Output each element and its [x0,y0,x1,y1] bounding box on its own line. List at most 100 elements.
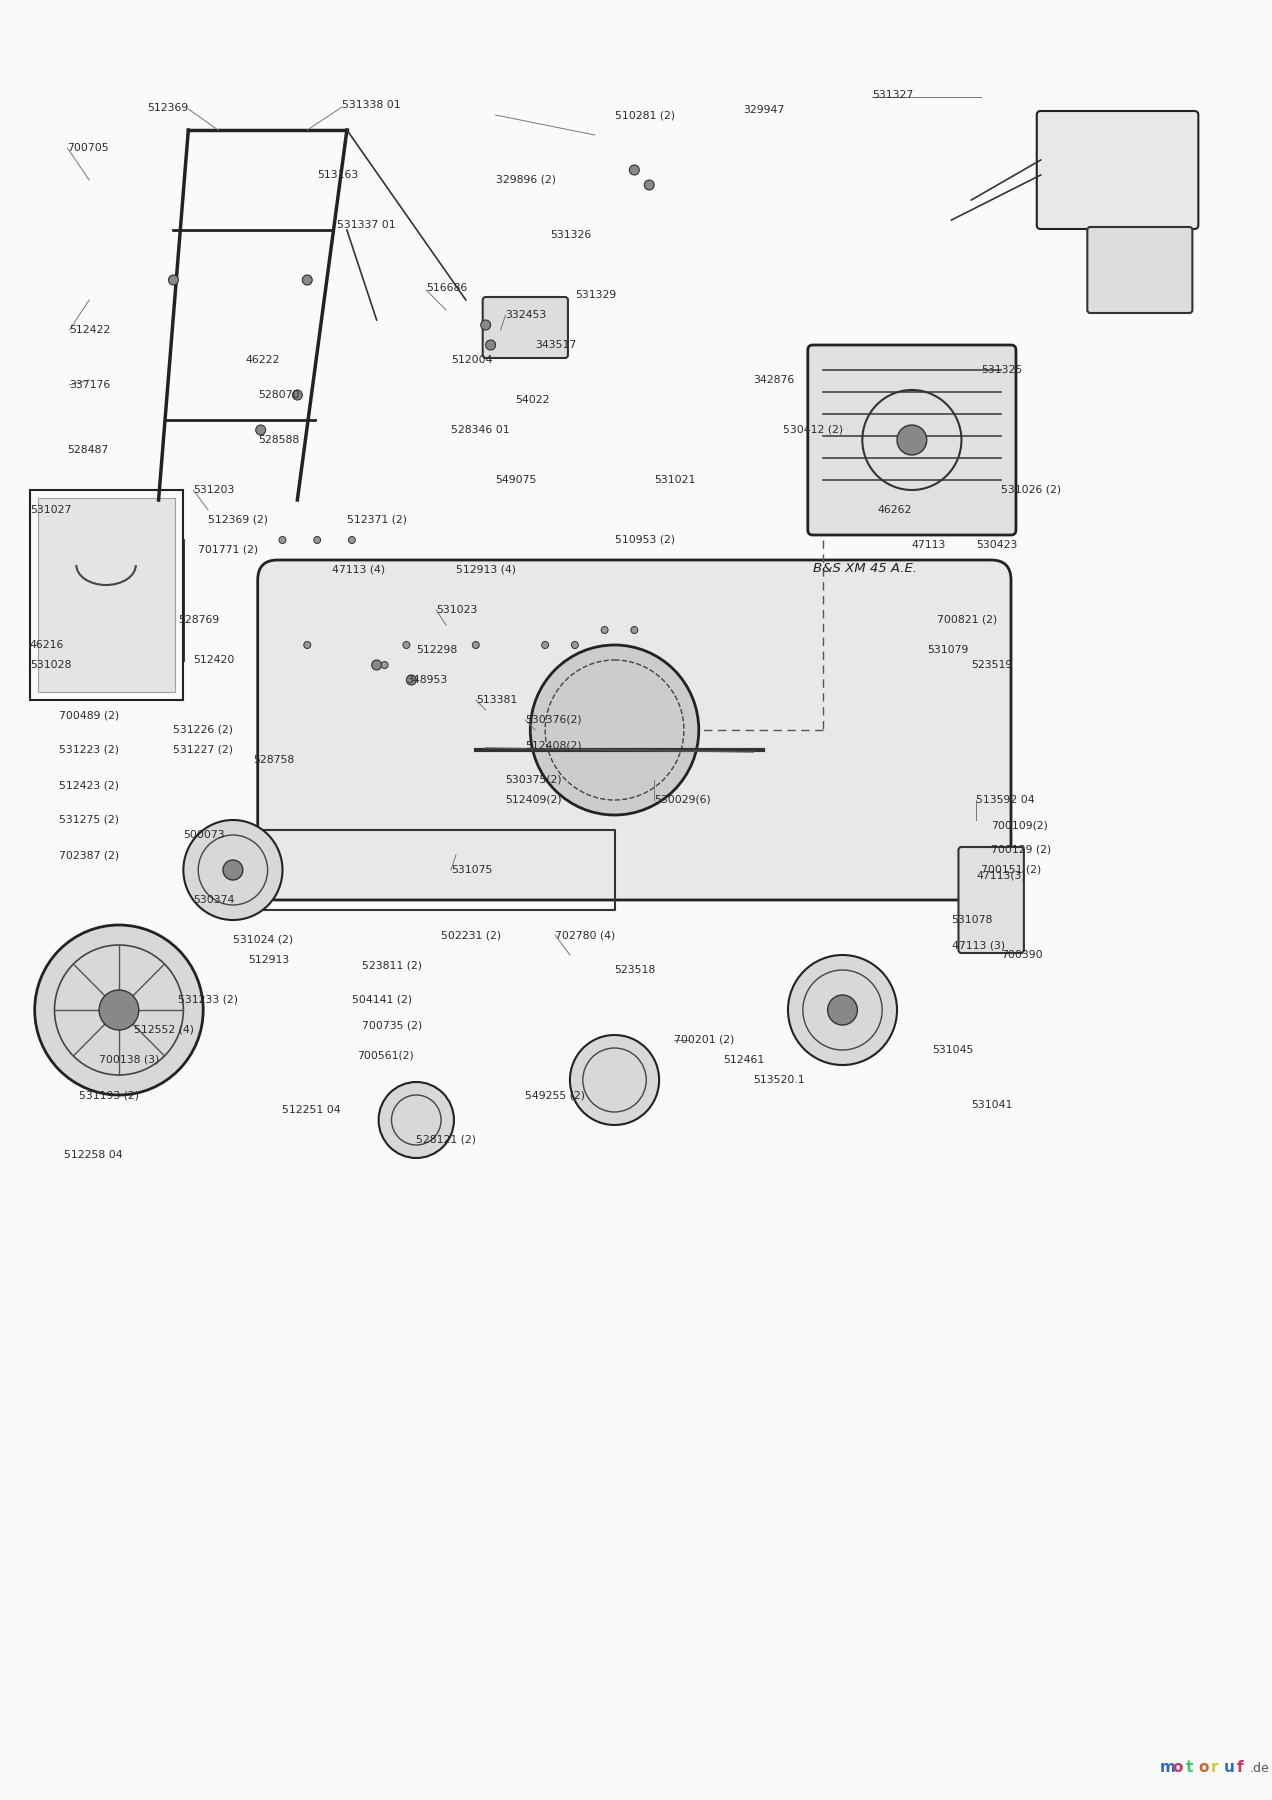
Text: 512461: 512461 [724,1055,764,1066]
Text: 531203: 531203 [193,484,234,495]
Circle shape [99,990,139,1030]
Text: 528769: 528769 [178,616,220,625]
Circle shape [542,641,548,648]
Circle shape [406,675,416,686]
Text: 46222: 46222 [245,355,280,365]
FancyBboxPatch shape [808,346,1016,535]
Text: 512552 (4): 512552 (4) [134,1024,193,1035]
Text: 513163: 513163 [317,169,359,180]
Circle shape [631,626,637,634]
Text: 700109(2): 700109(2) [991,821,1048,830]
Text: 528346 01: 528346 01 [452,425,510,436]
Text: 510953 (2): 510953 (2) [614,535,674,545]
Text: 512913: 512913 [248,956,289,965]
Text: 528070: 528070 [258,391,299,400]
Text: 700138 (3): 700138 (3) [99,1055,159,1066]
Circle shape [644,180,654,191]
Circle shape [34,925,204,1094]
Text: o: o [1198,1760,1208,1775]
Text: 531275 (2): 531275 (2) [60,815,120,824]
Text: 549075: 549075 [496,475,537,484]
Text: 531193 (2): 531193 (2) [79,1091,140,1100]
FancyBboxPatch shape [482,297,567,358]
Circle shape [602,626,608,634]
Text: 528121 (2): 528121 (2) [416,1136,476,1145]
Text: 512409(2): 512409(2) [505,796,562,805]
Text: 502231 (2): 502231 (2) [441,931,501,940]
Circle shape [314,536,321,544]
Text: 700129 (2): 700129 (2) [991,844,1052,855]
FancyBboxPatch shape [258,560,1011,900]
Text: u: u [1224,1760,1235,1775]
Text: 531023: 531023 [436,605,477,616]
Text: 512408(2): 512408(2) [525,740,583,751]
Text: 530029(6): 530029(6) [654,796,711,805]
Text: 47113(3): 47113(3) [977,869,1027,880]
Text: t: t [1186,1760,1193,1775]
Circle shape [630,166,640,175]
Circle shape [379,1082,454,1157]
Circle shape [530,644,698,815]
Text: 531041: 531041 [972,1100,1013,1111]
Text: 512422: 512422 [70,326,111,335]
Text: 512420: 512420 [193,655,234,664]
Text: 513381: 513381 [476,695,516,706]
Circle shape [897,425,927,455]
Text: 531045: 531045 [931,1046,973,1055]
Circle shape [183,821,282,920]
Text: 512258 04: 512258 04 [65,1150,123,1159]
Text: 531021: 531021 [654,475,696,484]
Circle shape [223,860,243,880]
Text: 531079: 531079 [927,644,968,655]
Circle shape [472,641,480,648]
Text: 700705: 700705 [67,142,109,153]
Circle shape [570,1035,659,1125]
Circle shape [486,340,496,349]
Circle shape [293,391,303,400]
Text: 531329: 531329 [575,290,616,301]
Circle shape [304,641,310,648]
Text: 512251 04: 512251 04 [282,1105,341,1114]
Text: 528758: 528758 [253,754,294,765]
Polygon shape [1040,121,1189,200]
Text: 47113 (4): 47113 (4) [332,565,385,574]
Text: 549255 (2): 549255 (2) [525,1091,585,1100]
Text: 47113: 47113 [912,540,946,551]
Text: 700821 (2): 700821 (2) [936,616,997,625]
FancyBboxPatch shape [1037,112,1198,229]
Text: 700390: 700390 [1001,950,1043,959]
Text: 46262: 46262 [878,506,912,515]
Text: 530412 (2): 530412 (2) [784,425,843,436]
Text: 530376(2): 530376(2) [525,715,583,725]
Text: 700735 (2): 700735 (2) [361,1021,422,1030]
Text: .de: .de [1250,1762,1269,1775]
Text: 47113 (3): 47113 (3) [951,940,1005,950]
Text: 512913 (4): 512913 (4) [455,565,516,574]
Text: 348953: 348953 [406,675,448,686]
Text: 343517: 343517 [536,340,576,349]
Text: 531326: 531326 [550,230,591,239]
Text: 531075: 531075 [452,866,492,875]
Circle shape [279,536,286,544]
Text: 342876: 342876 [753,374,795,385]
Text: 700151 (2): 700151 (2) [981,866,1042,875]
Text: 531337 01: 531337 01 [337,220,396,230]
Text: 516686: 516686 [426,283,467,293]
Text: 528588: 528588 [258,436,299,445]
Circle shape [256,425,266,436]
Text: 46216: 46216 [29,641,64,650]
Text: 513592 04: 513592 04 [977,796,1035,805]
Text: 531227 (2): 531227 (2) [173,745,234,754]
Circle shape [303,275,312,284]
Text: 329896 (2): 329896 (2) [496,175,556,185]
Text: 530374: 530374 [193,895,234,905]
Text: 512004: 512004 [452,355,492,365]
Text: 512423 (2): 512423 (2) [60,779,120,790]
Text: 512371 (2): 512371 (2) [347,515,407,526]
Circle shape [371,661,382,670]
Text: 54022: 54022 [515,394,550,405]
Text: 504141 (2): 504141 (2) [352,995,412,1004]
Text: 523518: 523518 [614,965,656,976]
Text: 531327: 531327 [873,90,913,101]
Text: 513520.1: 513520.1 [753,1075,805,1085]
